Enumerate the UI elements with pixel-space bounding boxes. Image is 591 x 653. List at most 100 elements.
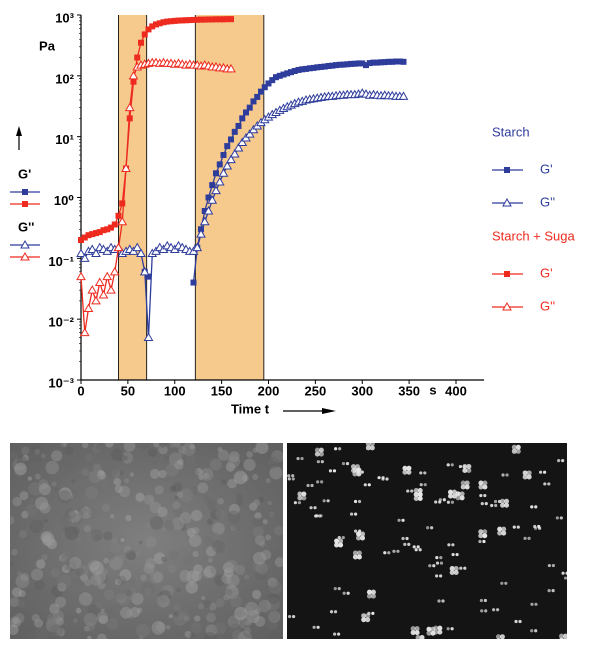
texture-crystal — [555, 516, 559, 520]
texture-crystal — [526, 474, 532, 480]
texture-grain — [79, 506, 92, 519]
texture-crystal — [334, 542, 340, 548]
texture-grain — [62, 525, 69, 532]
texture-crystal — [522, 470, 528, 476]
texture-crystal — [306, 483, 310, 488]
texture-grain — [43, 518, 49, 523]
texture-crystal — [354, 464, 360, 470]
texture-grain — [16, 456, 28, 467]
square-marker — [115, 212, 122, 219]
texture-grain — [117, 593, 131, 607]
texture-crystal — [371, 611, 375, 615]
texture-crystal — [559, 516, 563, 520]
texture-grain — [34, 448, 41, 455]
texture-grain — [40, 531, 52, 543]
texture-crystal — [350, 464, 356, 470]
texture-grain — [268, 581, 283, 595]
texture-crystal — [426, 526, 430, 530]
texture-crystal — [403, 542, 407, 546]
texture-grain — [12, 458, 26, 472]
texture-crystal — [460, 484, 466, 490]
texture-grain — [227, 615, 241, 629]
texture-grain — [100, 608, 105, 613]
legend-label: G' — [540, 161, 553, 176]
texture-crystal — [350, 468, 356, 474]
texture-crystal — [370, 589, 376, 595]
texture-crystal — [316, 460, 320, 464]
texture-grain — [206, 612, 216, 623]
texture-grain — [214, 622, 227, 635]
texture-crystal — [365, 443, 371, 447]
texture-grain — [71, 526, 81, 535]
square-marker — [336, 61, 343, 68]
texture-crystal — [301, 495, 307, 501]
square-marker — [239, 115, 246, 122]
texture-grain — [88, 559, 100, 572]
texture-grain — [232, 630, 243, 639]
y-tick-label: 10⁻¹ — [48, 254, 74, 269]
texture-grain — [97, 469, 105, 477]
x-tick-label: 250 — [305, 383, 327, 398]
texture-grain — [67, 493, 74, 500]
texture-grain — [28, 482, 42, 496]
texture-grain — [197, 603, 204, 610]
texture-crystal — [480, 609, 484, 613]
square-marker — [104, 226, 111, 233]
texture-crystal — [338, 447, 342, 451]
left-legend-label: G' — [18, 166, 31, 181]
texture-grain — [179, 488, 194, 503]
texture-crystal — [500, 502, 506, 508]
texture-crystal — [365, 613, 371, 619]
texture-crystal — [356, 531, 362, 537]
texture-crystal — [460, 480, 466, 486]
texture-crystal — [493, 499, 498, 504]
texture-crystal — [459, 566, 463, 570]
texture-grain — [179, 512, 192, 524]
square-marker — [85, 232, 92, 239]
texture-grain — [252, 447, 258, 453]
texture-grain — [254, 569, 267, 581]
texture-crystal — [392, 549, 396, 553]
texture-crystal — [479, 493, 483, 498]
square-marker — [228, 16, 234, 23]
texture-grain — [178, 537, 189, 547]
texture-crystal — [361, 617, 367, 623]
texture-grain — [268, 593, 280, 605]
triangle-marker — [218, 168, 229, 177]
triangle-marker — [214, 176, 225, 186]
texture-grain — [274, 557, 283, 568]
texture-grain — [168, 614, 173, 619]
texture-grain — [185, 453, 196, 464]
texture-crystal — [551, 589, 555, 593]
texture-crystal — [453, 569, 459, 575]
square-marker — [134, 54, 141, 61]
x-tick-label: 350 — [398, 383, 420, 398]
texture-grain — [138, 635, 144, 639]
square-marker — [291, 68, 298, 75]
texture-crystal — [413, 496, 419, 502]
texture-crystal — [434, 500, 438, 504]
texture-crystal — [518, 619, 522, 624]
triangle-marker — [502, 301, 512, 311]
texture-grain — [88, 532, 96, 540]
plot: 10⁻³ 10⁻² 10⁻¹ 10⁰ 10¹ 10² 10³ 0 50 100 150 200 250 3… — [48, 10, 485, 398]
square-marker — [205, 16, 212, 23]
texture-grain — [25, 503, 39, 517]
texture-grain — [116, 555, 125, 564]
texture-grain — [55, 616, 64, 626]
texture-crystal — [478, 533, 484, 539]
texture-crystal — [466, 464, 472, 470]
texture-crystal — [413, 492, 419, 498]
texture-grain — [85, 621, 96, 632]
texture-crystal — [482, 529, 488, 535]
texture-grain — [83, 625, 90, 632]
texture-grain — [153, 443, 161, 448]
texture-grain — [236, 555, 246, 564]
texture-crystal — [360, 535, 366, 541]
texture-grain — [69, 556, 82, 570]
texture-grain — [145, 557, 156, 569]
y-tick-label: 10⁻² — [48, 315, 74, 330]
texture-grain — [97, 633, 107, 639]
x-tick-label: 200 — [258, 383, 280, 398]
texture-grain — [203, 632, 218, 639]
